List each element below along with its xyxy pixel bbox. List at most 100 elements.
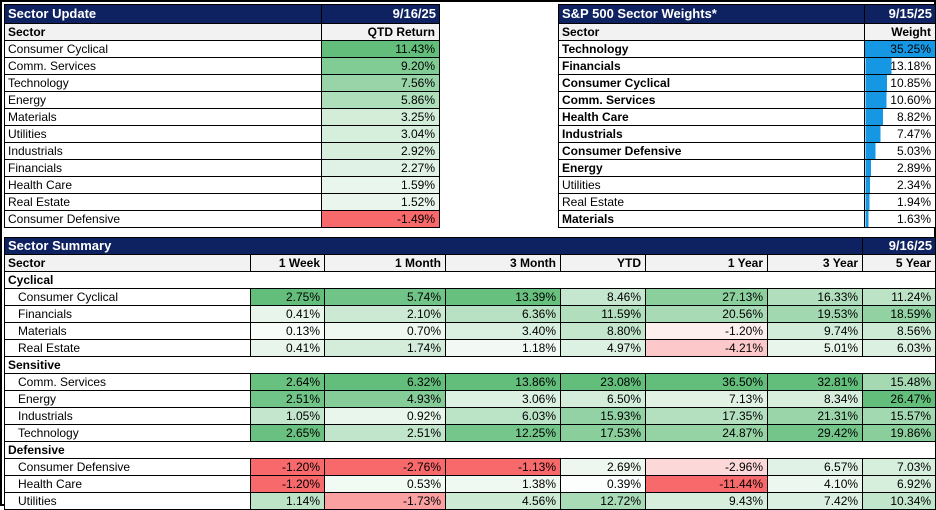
return-cell: 8.34%	[766, 390, 864, 408]
return-cell: 9.74%	[766, 322, 864, 340]
return-cell: 6.03%	[445, 407, 561, 425]
qtd-return-cell: 2.92%	[321, 142, 440, 160]
sector-cell: Industrials	[558, 125, 865, 143]
sector-weights-header-row: Sector Weight	[558, 23, 936, 41]
col-header-ytd: YTD	[560, 254, 646, 272]
return-cell: -1.20%	[250, 458, 325, 476]
return-cell: 11.24%	[862, 288, 936, 306]
return-cell: 6.36%	[445, 305, 561, 323]
table-row: Comm. Services 9.20%	[4, 57, 440, 75]
group-row: Cyclical	[3, 271, 936, 289]
return-cell: 19.86%	[862, 424, 936, 442]
table-row: Comm. Services 10.60%	[558, 91, 936, 109]
sector-cell: Materials	[4, 108, 322, 126]
weight-column-header: Weight	[864, 23, 936, 41]
table-row: Consumer Cyclical 10.85%	[558, 74, 936, 92]
table-row: Energy 2.89%	[558, 159, 936, 177]
return-cell: 2.69%	[560, 458, 646, 476]
return-cell: 18.59%	[862, 305, 936, 323]
table-row: Utilities 3.04%	[4, 125, 440, 143]
table-row: Real Estate 1.52%	[4, 193, 440, 211]
weight-bar-cell: 7.47%	[864, 125, 936, 143]
return-cell: 7.42%	[766, 492, 864, 510]
qtd-return-cell: 2.27%	[321, 159, 440, 177]
sector-cell: Real Estate	[4, 193, 322, 211]
return-cell: 0.41%	[250, 305, 325, 323]
sector-cell: Utilities	[558, 176, 865, 194]
sector-cell: Health Care	[558, 108, 865, 126]
sector-update-title: Sector Update	[4, 4, 322, 24]
sector-summary-date: 9/16/25	[862, 237, 936, 255]
table-row: Technology 2.65% 2.51% 12.25% 17.53% 24.87% 29…	[4, 424, 936, 442]
return-cell: 12.25%	[445, 424, 561, 442]
weight-bar-cell: 2.34%	[864, 176, 936, 194]
return-cell: 12.72%	[560, 492, 646, 510]
return-cell: 5.01%	[766, 339, 864, 357]
qtd-return-cell: 3.25%	[321, 108, 440, 126]
return-cell: 6.32%	[324, 373, 446, 391]
return-cell: 20.56%	[645, 305, 768, 323]
return-cell: 4.56%	[445, 492, 561, 510]
table-row: Consumer Cyclical 2.75% 5.74% 13.39% 8.46% 27…	[4, 288, 936, 306]
table-row: Financials 0.41% 2.10% 6.36% 11.59% 20.56% 19.…	[4, 305, 936, 323]
return-cell: 32.81%	[766, 373, 864, 391]
table-row: Utilities 2.34%	[558, 176, 936, 194]
sector-cell: Energy	[4, 91, 322, 109]
return-cell: 2.51%	[250, 390, 325, 408]
table-row: Health Care -1.20% 0.53% 1.38% 0.39% -11.44% 4…	[4, 475, 936, 493]
sector-cell: Consumer Defensive	[4, 210, 322, 228]
return-cell: -2.96%	[645, 458, 768, 476]
sector-cell: Consumer Cyclical	[4, 288, 251, 306]
sector-cell: Comm. Services	[558, 91, 865, 109]
qtd-return-cell: 3.04%	[321, 125, 440, 143]
return-cell: -4.21%	[645, 339, 768, 357]
return-cell: 4.10%	[766, 475, 864, 493]
return-cell: 9.43%	[645, 492, 768, 510]
return-cell: 0.39%	[560, 475, 646, 493]
col-header-3-year: 3 Year	[766, 254, 864, 272]
return-cell: 7.03%	[862, 458, 936, 476]
return-cell: 11.59%	[560, 305, 646, 323]
col-header-1-month: 1 Month	[324, 254, 446, 272]
return-cell: 17.53%	[560, 424, 646, 442]
group-row: Defensive	[3, 441, 936, 459]
weight-bar-cell: 1.94%	[864, 193, 936, 211]
return-cell: 16.33%	[766, 288, 864, 306]
return-cell: 8.56%	[862, 322, 936, 340]
sector-column-header: Sector	[4, 23, 322, 41]
sector-cell: Comm. Services	[4, 57, 322, 75]
qtd-return-cell: -1.49%	[321, 210, 440, 228]
group-label: Cyclical	[3, 271, 936, 289]
table-row: Technology 7.56%	[4, 74, 440, 92]
sector-summary-table: Sector Summary 9/16/25 Sector 1 Week 1 M…	[3, 237, 936, 510]
table-row: Industrials 2.92%	[4, 142, 440, 160]
table-row: Utilities 1.14% -1.73% 4.56% 12.72% 9.43% 7.42…	[4, 492, 936, 510]
return-cell: 23.08%	[560, 373, 646, 391]
sector-cell: Industrials	[4, 407, 251, 425]
return-cell: 3.06%	[445, 390, 561, 408]
group-label: Sensitive	[3, 356, 936, 374]
sector-summary-header-row: Sector 1 Week 1 Month 3 Month YTD 1 Year…	[4, 254, 936, 272]
return-cell: -1.20%	[250, 475, 325, 493]
return-cell: 21.31%	[766, 407, 864, 425]
weight-bar-cell: 10.85%	[864, 74, 936, 92]
sector-cell: Technology	[4, 424, 251, 442]
sector-weights-title-row: S&P 500 Sector Weights* 9/15/25	[558, 4, 936, 24]
return-cell: 13.39%	[445, 288, 561, 306]
qtd-return-cell: 7.56%	[321, 74, 440, 92]
table-row: Industrials 1.05% 0.92% 6.03% 15.93% 17.35% 21…	[4, 407, 936, 425]
return-cell: 27.13%	[645, 288, 768, 306]
sector-update-table: Sector Update 9/16/25 Sector QTD Return …	[4, 4, 440, 228]
sector-weights-table: S&P 500 Sector Weights* 9/15/25 Sector W…	[558, 4, 936, 228]
sector-update-date: 9/16/25	[321, 4, 440, 24]
sector-cell: Financials	[558, 57, 865, 75]
weight-bar-cell: 2.89%	[864, 159, 936, 177]
return-cell: 5.74%	[324, 288, 446, 306]
sector-cell: Technology	[558, 40, 865, 58]
sector-cell: Utilities	[4, 125, 322, 143]
sector-summary-title-row: Sector Summary 9/16/25	[3, 237, 936, 255]
table-row: Consumer Defensive 5.03%	[558, 142, 936, 160]
return-cell: 13.86%	[445, 373, 561, 391]
col-header-5-year: 5 Year	[862, 254, 936, 272]
return-cell: -2.76%	[324, 458, 446, 476]
